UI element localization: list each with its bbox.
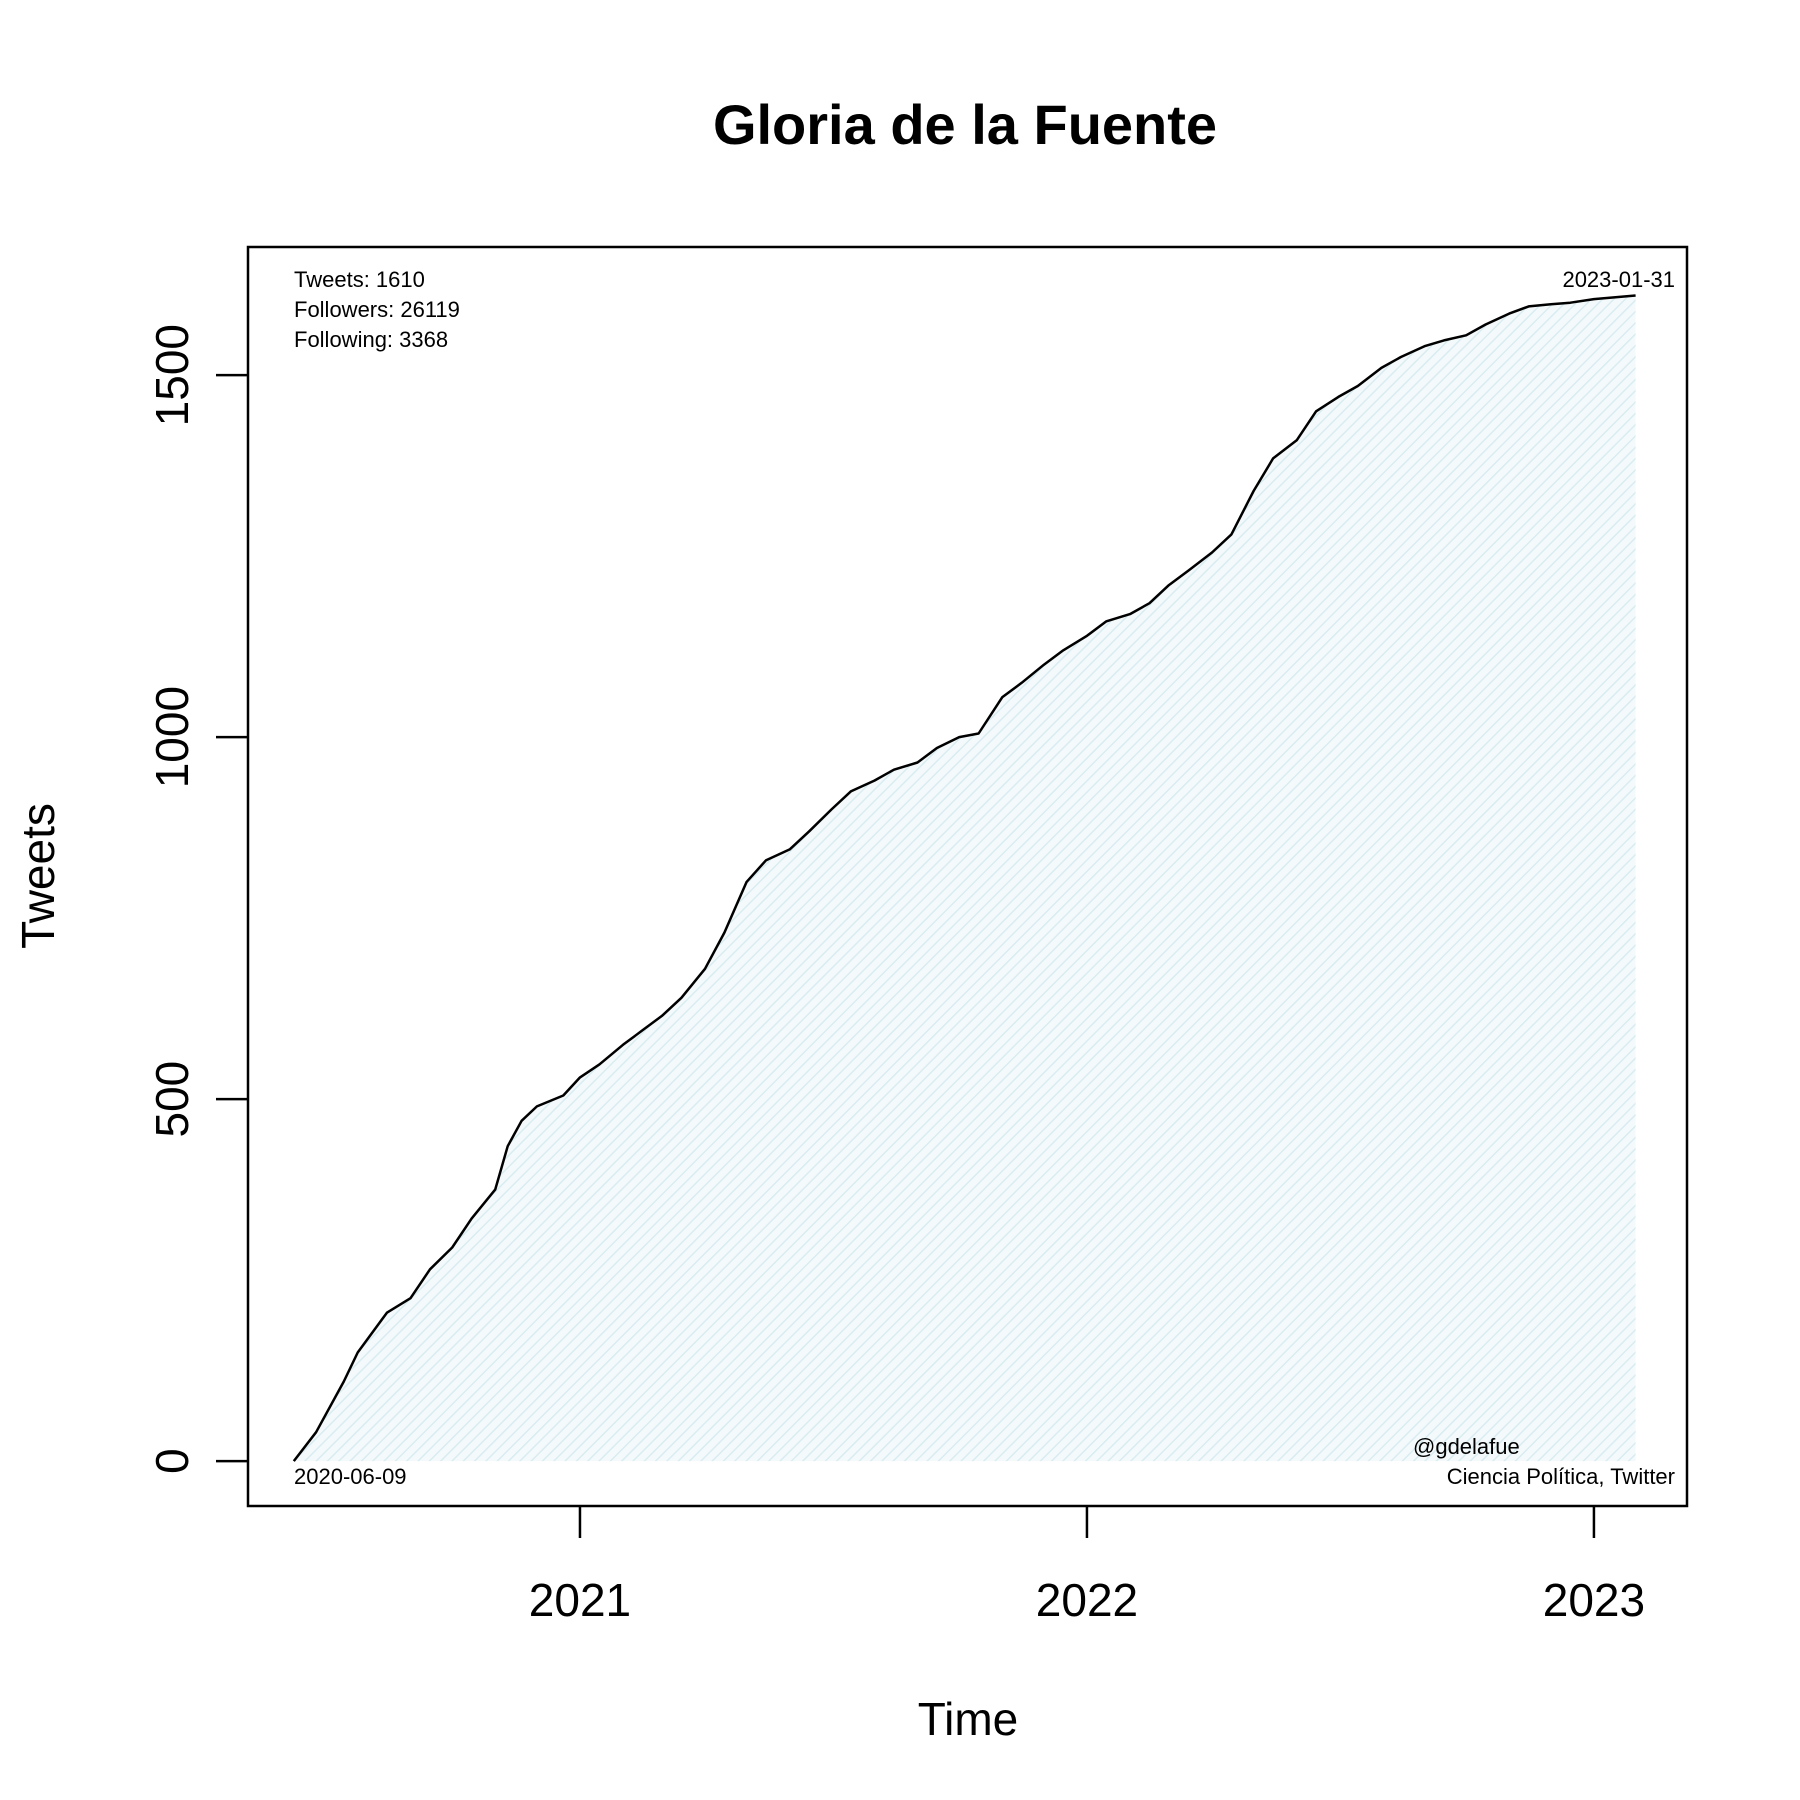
plot-area <box>292 294 1636 1462</box>
y-tick-label-1500: 1500 <box>146 324 198 426</box>
x-tick-label-2023: 2023 <box>1543 1574 1645 1626</box>
series-line <box>292 294 1636 1462</box>
following-count: Following: 3368 <box>294 327 448 352</box>
followers-count: Followers: 26119 <box>294 297 460 322</box>
y-axis-title: Tweets <box>12 803 64 949</box>
x-axis: 2021 2022 2023 <box>529 1506 1645 1626</box>
end-date-label: 2023-01-31 <box>1562 267 1675 292</box>
x-axis-title: Time <box>918 1693 1019 1745</box>
start-date-label: 2020-06-09 <box>294 1464 407 1489</box>
y-axis: 0 500 1000 1500 <box>146 324 248 1474</box>
series-area-fill <box>293 295 1636 1462</box>
chart-title: Gloria de la Fuente <box>713 93 1217 156</box>
x-tick-label-2022: 2022 <box>1036 1574 1138 1626</box>
handle-label: @gdelafue <box>1413 1434 1520 1459</box>
y-tick-label-500: 500 <box>146 1061 198 1138</box>
description-label: Ciencia Política, Twitter <box>1447 1464 1675 1489</box>
tweets-count: Tweets: 1610 <box>294 267 425 292</box>
x-tick-label-2021: 2021 <box>529 1574 631 1626</box>
y-tick-label-1000: 1000 <box>146 686 198 788</box>
y-tick-label-0: 0 <box>146 1448 198 1474</box>
plot-frame <box>246 245 1689 1508</box>
